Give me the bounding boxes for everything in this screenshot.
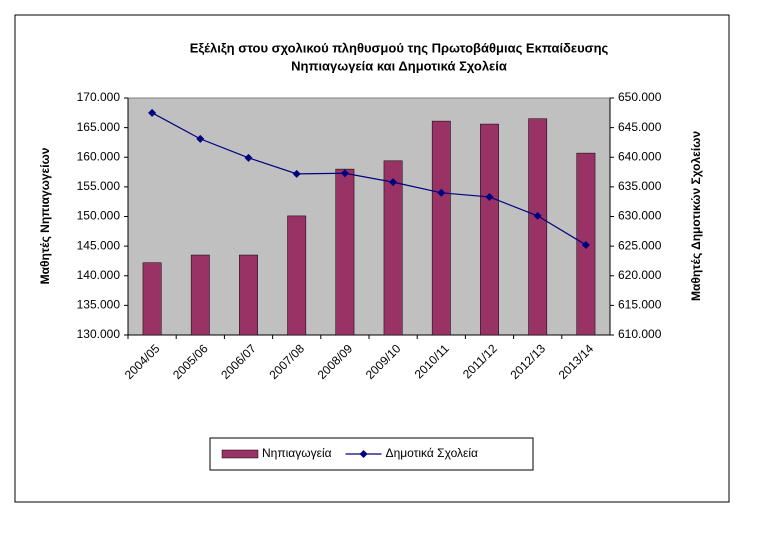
y-tick-label: 165.000 (77, 120, 121, 134)
bar (190, 254, 210, 336)
marker (485, 192, 494, 201)
y2-tick-label: 635.000 (618, 179, 662, 193)
legend-swatch (221, 449, 259, 459)
marker (581, 240, 590, 249)
y2-tick-label: 625.000 (618, 238, 662, 252)
marker (437, 188, 446, 197)
chart-title: Νηπιαγωγεία και Δημοτικά Σχολεία (291, 58, 507, 73)
legend-marker (359, 450, 368, 458)
bar (480, 123, 499, 336)
marker (340, 169, 349, 178)
legend-label: Νηπιαγωγεία (262, 446, 332, 460)
y-tick-label: 130.000 (77, 327, 121, 341)
bar (287, 215, 307, 336)
y-tick-label: 140.000 (77, 268, 121, 282)
y2-axis-title: Μαθητές Δημοτικών Σχολείων (689, 131, 703, 301)
y2-tick-label: 615.000 (618, 298, 662, 312)
bar (431, 120, 451, 336)
marker (533, 211, 542, 220)
legend-label: Δημοτικά Σχολεία (386, 446, 478, 460)
y2-tick-label: 630.000 (618, 209, 662, 223)
y-tick-label: 160.000 (77, 149, 121, 163)
marker (244, 153, 253, 162)
bar (239, 254, 258, 336)
marker (389, 178, 398, 187)
y2-tick-label: 620.000 (618, 268, 662, 282)
bar (142, 262, 162, 336)
y2-tick-label: 610.000 (618, 327, 662, 341)
y-tick-label: 150.000 (77, 209, 121, 223)
y-axis-title: Μαθητές Νηπιαγωγείων (38, 147, 52, 284)
y2-tick-label: 645.000 (618, 120, 662, 134)
chart-title: Εξέλιξη στου σχολικού πληθυσμού της Πρωτ… (190, 40, 609, 55)
y2-tick-label: 650.000 (618, 90, 662, 104)
marker (292, 169, 301, 178)
marker (148, 108, 157, 117)
y2-tick-label: 640.000 (618, 149, 662, 163)
y-tick-label: 135.000 (77, 298, 121, 312)
y-tick-label: 145.000 (77, 238, 121, 252)
y-tick-label: 170.000 (77, 90, 121, 104)
bar (335, 168, 355, 336)
marker (196, 134, 205, 143)
y-tick-label: 155.000 (77, 179, 121, 193)
bar (528, 118, 548, 336)
bar (383, 160, 403, 336)
line (151, 112, 587, 246)
